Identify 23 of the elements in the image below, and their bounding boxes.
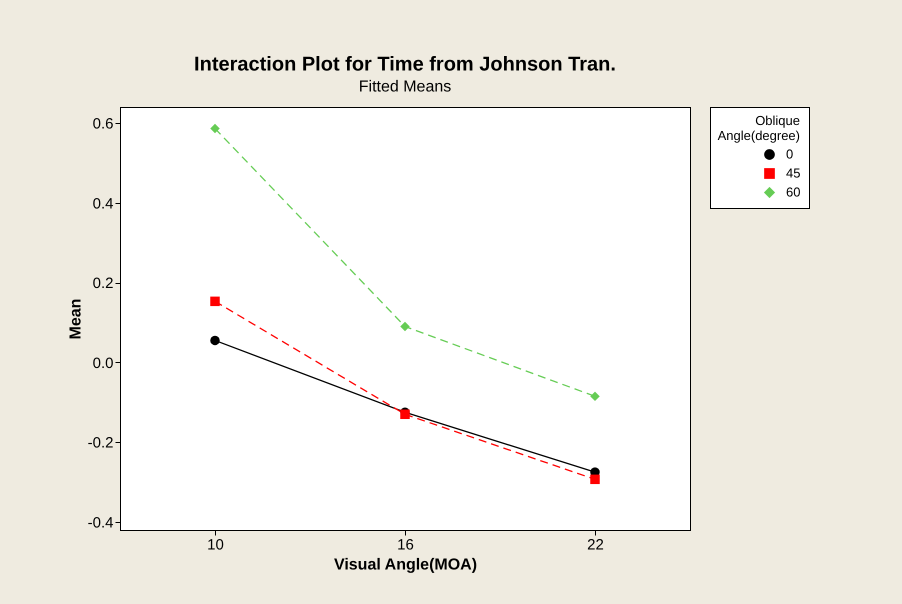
y-tick-label: 0.2 bbox=[92, 275, 114, 292]
y-tick-label: -0.4 bbox=[88, 514, 114, 532]
chart-title: Interaction Plot for Time from Johnson Tran. bbox=[194, 54, 616, 76]
legend-label: 45 bbox=[786, 166, 800, 180]
point bbox=[400, 322, 410, 332]
legend-label: 60 bbox=[786, 184, 800, 200]
y-axis-title: Mean bbox=[68, 298, 85, 340]
y-tick-label: 0.4 bbox=[92, 195, 114, 212]
point bbox=[210, 296, 220, 306]
y-tick-label: -0.2 bbox=[88, 434, 114, 452]
point bbox=[210, 124, 220, 134]
point bbox=[210, 336, 220, 346]
x-axis-title: Visual Angle(MOA) bbox=[334, 556, 478, 574]
point bbox=[590, 474, 600, 484]
x-tick-label: 22 bbox=[587, 536, 604, 554]
legend-title: Oblique Angle(degree) bbox=[718, 113, 800, 143]
x-tick-label: 16 bbox=[397, 536, 414, 554]
x-tick-label: 10 bbox=[207, 536, 224, 554]
y-tick-label: 0.0 bbox=[92, 354, 114, 372]
legend-label: 0 bbox=[786, 146, 794, 162]
y-tick-label: 0.6 bbox=[92, 115, 114, 132]
point bbox=[590, 392, 600, 402]
chart-subtitle: Fitted Means bbox=[358, 78, 452, 96]
